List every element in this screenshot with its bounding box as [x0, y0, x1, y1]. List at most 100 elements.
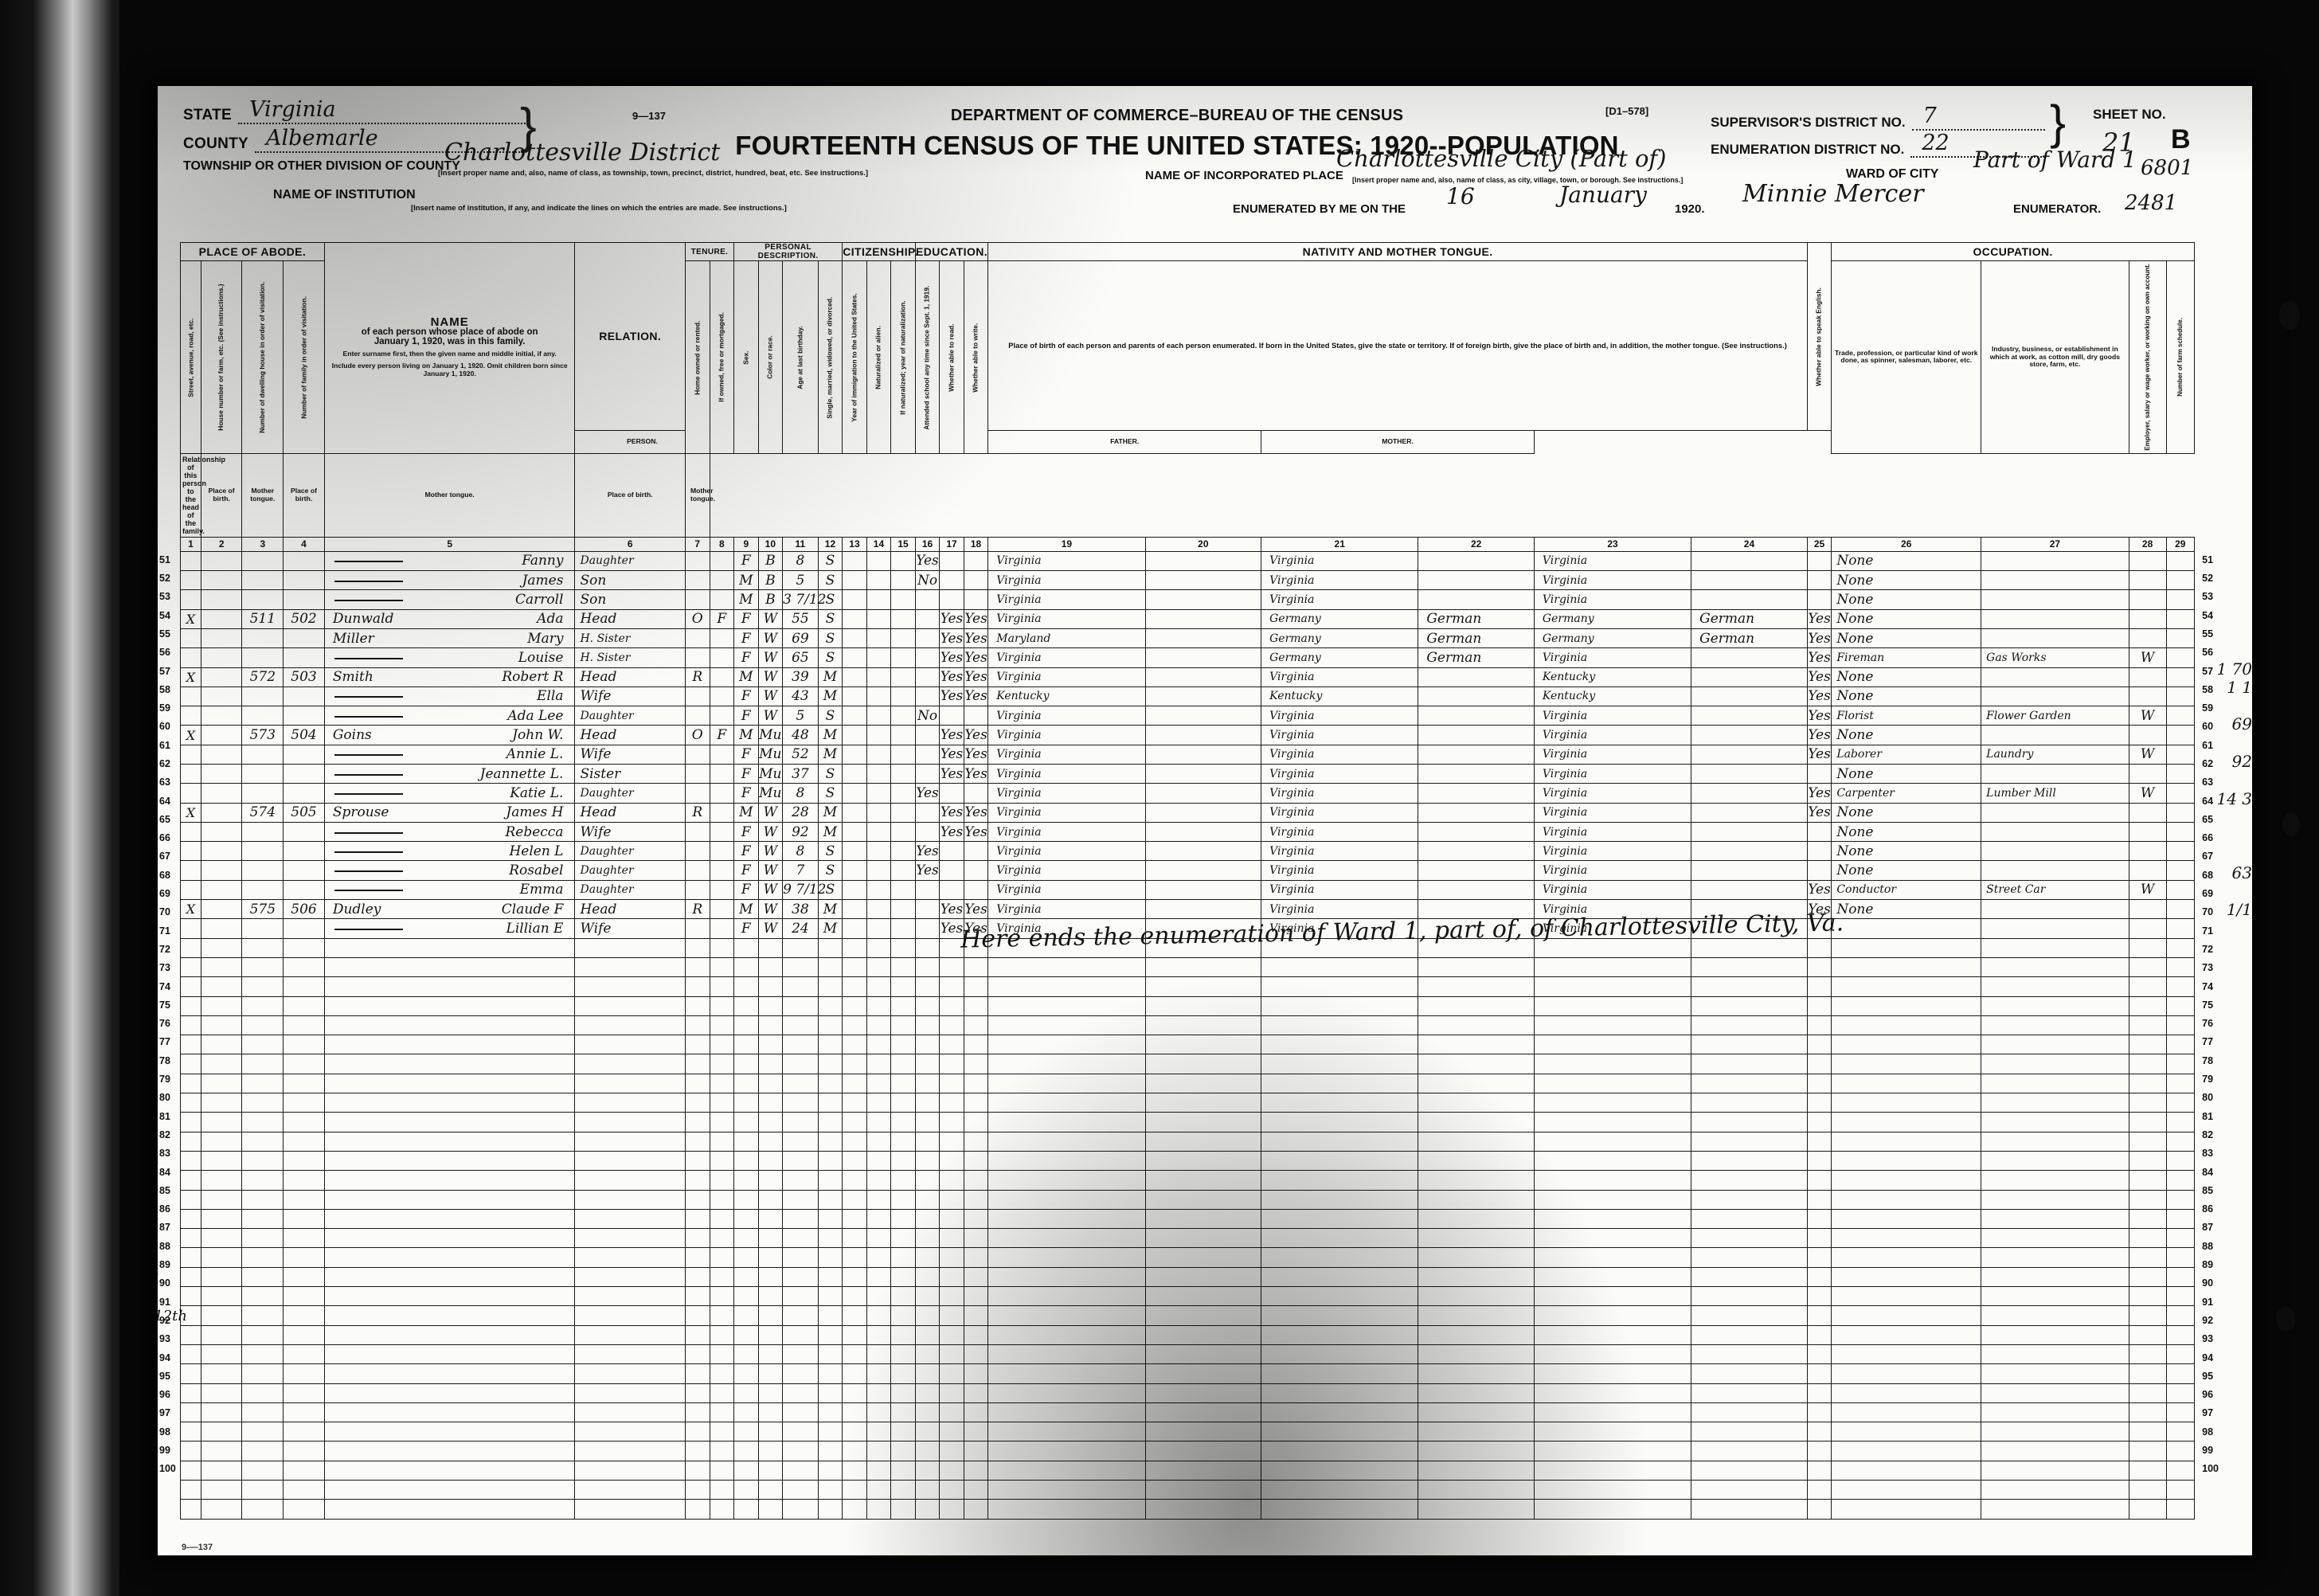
col-employer-cell: W: [2128, 706, 2167, 726]
line-number-left: 77: [159, 1036, 170, 1048]
table-row[interactable]: [180, 1131, 2196, 1152]
table-row[interactable]: [180, 1363, 2196, 1384]
table-row[interactable]: [180, 1479, 2196, 1500]
table-row[interactable]: Emma Daughter F W 9 7/12 S Virginia Virginia Vir…: [180, 879, 2196, 901]
col-name-cell: [323, 1112, 576, 1132]
col-house-cell: [200, 937, 243, 958]
table-row[interactable]: [180, 1460, 2196, 1481]
col-immigration-cell: [842, 1266, 867, 1288]
table-row[interactable]: [180, 1247, 2196, 1268]
table-row[interactable]: Rebecca Wife F W 92 M Yes Yes Virginia Virginia Vi…: [180, 821, 2196, 843]
col-naturalized-cell: [866, 1363, 892, 1384]
table-row[interactable]: Lillian E Wife F W 24 M Yes Yes Virginia Virginia…: [180, 918, 2196, 939]
col-sex-cell: [733, 1131, 759, 1152]
col-read-cell: Yes: [939, 918, 964, 939]
table-row[interactable]: [180, 1189, 2196, 1210]
col-father-pob-cell: [1261, 1441, 1419, 1461]
col-write-cell: Yes: [963, 628, 989, 649]
col-age-cell: 5: [782, 706, 819, 726]
table-row[interactable]: Louise H. Sister F W 65 S Yes Yes Virginia German…: [180, 647, 2196, 668]
table-row[interactable]: [180, 1170, 2196, 1191]
col-nat-year-cell: [890, 1441, 916, 1461]
col-dwelling-cell: [241, 1035, 284, 1055]
table-row[interactable]: [180, 1112, 2196, 1132]
table-row[interactable]: [180, 1422, 2196, 1442]
col-naturalized-cell: [866, 976, 892, 997]
table-row[interactable]: [180, 956, 2196, 978]
col-mother-mt-cell: [1691, 976, 1808, 997]
table-row[interactable]: [180, 1324, 2196, 1345]
table-row[interactable]: [180, 1150, 2196, 1172]
table-row[interactable]: James Son M B 5 S No Virginia Virginia Virginia No…: [180, 570, 2196, 591]
col-relation-cell: H. Sister: [574, 647, 686, 668]
column-number-14: 14: [866, 536, 892, 552]
table-row[interactable]: [180, 1015, 2196, 1036]
col-sex-cell: [733, 1363, 759, 1384]
table-row[interactable]: Carroll Son M B 3 7/12 S Virginia Virginia Virgi…: [180, 589, 2196, 610]
col-dwelling-cell: [241, 1189, 284, 1210]
col-naturalized-cell: [866, 608, 892, 629]
col-race-cell: [757, 1035, 784, 1055]
col-farm-cell: [2165, 1441, 2196, 1461]
col-street-cell: [180, 706, 201, 726]
table-row[interactable]: Annie L. Wife F Mu 52 M Yes Yes Virginia Virginia…: [180, 744, 2196, 765]
col-free-mortgaged-cell: [709, 956, 735, 978]
col-father-pob-cell: Kentucky: [1261, 686, 1419, 707]
table-row[interactable]: Jeannette L. Sister F Mu 37 S Yes Yes Virginia Vi…: [180, 763, 2196, 784]
col-mother-mt-cell: [1691, 860, 1808, 881]
table-row[interactable]: [180, 1035, 2196, 1055]
table-row[interactable]: [180, 976, 2196, 997]
table-row[interactable]: [180, 996, 2196, 1016]
col-nat-year-cell: [890, 1112, 916, 1132]
col-industry-cell: [1981, 976, 2129, 997]
table-row[interactable]: Fanny Daughter F B 8 S Yes Virginia Virginia Virg…: [180, 550, 2196, 572]
col-write-cell: [963, 1479, 989, 1500]
col-race-cell: W: [757, 918, 784, 939]
col-marital-cell: [817, 976, 843, 997]
table-row[interactable]: X 572 503 Smith Robert R Head R M W 39 M Yes Yes Virg…: [180, 667, 2196, 687]
table-row[interactable]: [180, 1441, 2196, 1461]
table-row[interactable]: X 575 506 Dudley Claude F Head R M W 38 M Yes Yes Vir…: [180, 899, 2196, 920]
col-age-cell: 43: [782, 686, 819, 707]
col-person-pob-cell: Virginia: [987, 667, 1146, 687]
table-row[interactable]: [180, 937, 2196, 958]
table-row[interactable]: [180, 1383, 2196, 1403]
table-row[interactable]: X 574 505 Sprouse James H Head R M W 28 M Yes Yes Vir…: [180, 802, 2196, 823]
table-row[interactable]: Ella Wife F W 43 M Yes Yes Kentucky Kentucky Kentu…: [180, 686, 2196, 707]
col-free-mortgaged-cell: [709, 899, 735, 920]
col-house-cell: [200, 763, 243, 784]
table-row[interactable]: Ada Lee Daughter F W 5 S No Virginia Virginia Vir…: [180, 706, 2196, 726]
table-row[interactable]: [180, 1305, 2196, 1326]
col-name-cell: [323, 976, 576, 997]
table-row[interactable]: [180, 1228, 2196, 1249]
col-farm-cell: [2165, 1422, 2196, 1442]
table-row[interactable]: [180, 1093, 2196, 1113]
col-trade-cell: [1831, 1286, 1982, 1307]
col-person-mt-cell: [1144, 899, 1262, 920]
table-row[interactable]: [180, 1208, 2196, 1230]
table-row[interactable]: [180, 1054, 2196, 1074]
col-trade-cell: [1831, 918, 1982, 939]
table-row[interactable]: [180, 1266, 2196, 1288]
col-marital-cell: [817, 1460, 843, 1481]
col-family-cell: [283, 744, 325, 765]
col-mother-mt-cell: [1691, 937, 1808, 958]
col-person-pob-cell: [987, 1015, 1146, 1036]
table-row[interactable]: Rosabel Daughter F W 7 S Yes Virginia Virginia Vi…: [180, 860, 2196, 881]
table-row[interactable]: [180, 1286, 2196, 1307]
table-row[interactable]: [180, 1344, 2196, 1365]
col-age-cell: [782, 1131, 819, 1152]
line-number-right: 84: [2202, 1166, 2214, 1178]
table-row[interactable]: Miller Mary H. Sister F W 69 S Yes Yes Maryland Ge…: [180, 628, 2196, 649]
table-row[interactable]: X 511 502 Dunwald Ada Head O F F W 55 S Yes Yes Virgin…: [180, 608, 2196, 629]
col-industry-cell: [1981, 570, 2129, 591]
col-home-owned-cell: [685, 628, 710, 649]
table-row[interactable]: Helen L Daughter F W 8 S Yes Virginia Virginia Vi…: [180, 841, 2196, 862]
table-row[interactable]: Katie L. Daughter F Mu 8 S Yes Virginia Virginia…: [180, 783, 2196, 804]
table-row[interactable]: [180, 1073, 2196, 1094]
table-row[interactable]: X 573 504 Goins John W. Head O F M Mu 48 M Yes Yes Vir…: [180, 725, 2196, 745]
col-name-cell: [323, 956, 576, 978]
table-row[interactable]: [180, 1402, 2196, 1423]
col-mother-mt-cell: [1691, 1035, 1808, 1055]
table-row[interactable]: [180, 1499, 2196, 1520]
